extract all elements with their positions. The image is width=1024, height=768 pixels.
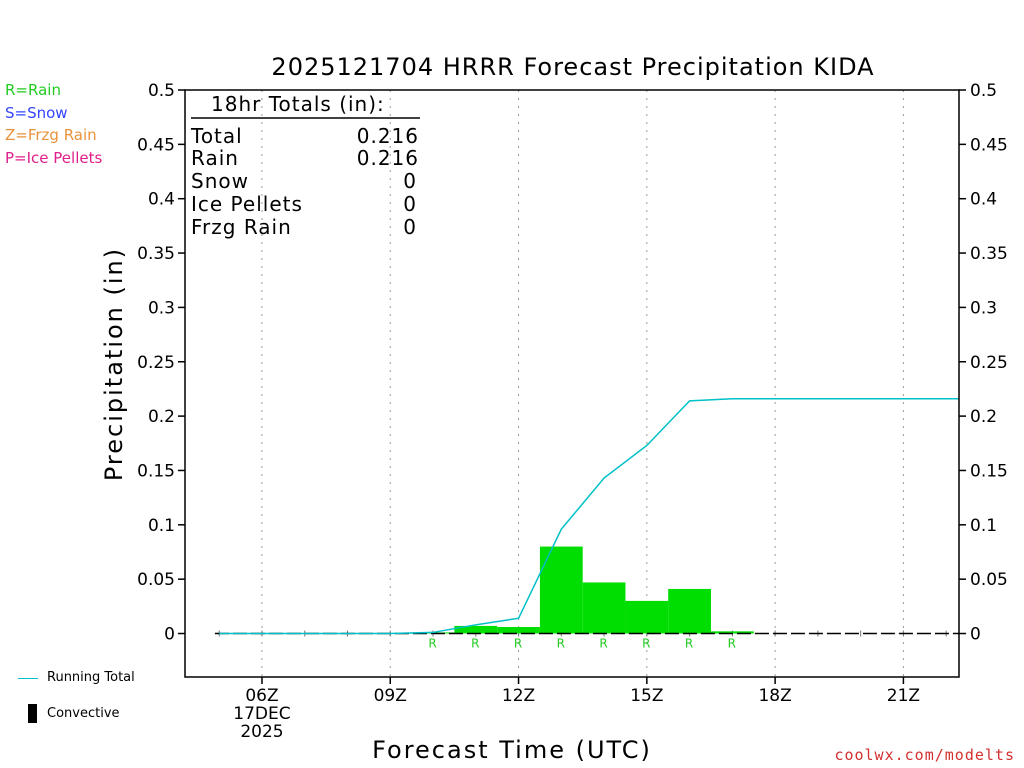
legend-running-total-line bbox=[18, 678, 38, 679]
y-tick-label-right: 0 bbox=[970, 625, 981, 645]
y-tick-label-right: 0.45 bbox=[970, 135, 1008, 155]
totals-label-rain: Rain bbox=[191, 146, 239, 170]
bars-group bbox=[214, 546, 959, 635]
precip-type-mark: R bbox=[685, 637, 693, 651]
y-tick-label-left: 0.2 bbox=[148, 407, 175, 427]
totals-label-frzg-rain: Frzg Rain bbox=[191, 215, 292, 239]
y-tick-label-left: 0.05 bbox=[137, 570, 175, 590]
bar-17z bbox=[710, 631, 754, 634]
totals-value-ice-pellets: 0 bbox=[403, 192, 417, 216]
y-tick-label-left: 0 bbox=[164, 625, 175, 645]
x-tick-label-15Z: 15Z bbox=[630, 686, 663, 706]
totals-header: 18hr Totals (in): bbox=[211, 92, 385, 116]
running-total-group bbox=[219, 397, 959, 635]
totals-value-rain: 0.216 bbox=[357, 146, 419, 170]
y-tick-label-left: 0.3 bbox=[148, 298, 175, 318]
y-tick-label-right: 0.25 bbox=[970, 353, 1008, 373]
totals-label-ice-pellets: Ice Pellets bbox=[191, 192, 303, 216]
y-tick-label-left: 0.25 bbox=[137, 353, 175, 373]
y-tick-label-right: 0.15 bbox=[970, 461, 1008, 481]
totals-label-total: Total bbox=[190, 124, 243, 148]
credit: coolwx.com/modelts bbox=[834, 746, 1015, 764]
legend-ice-pellets: P=Ice Pellets bbox=[5, 149, 103, 167]
y-axis: 0 00.05 0.050.1 0.10.15 0.150.2 0.20.25 0.250.… bbox=[137, 81, 1008, 645]
totals-value-snow: 0 bbox=[403, 169, 417, 193]
totals-value-total: 0.216 bbox=[357, 124, 419, 148]
totals-value-frzg-rain: 0 bbox=[403, 215, 417, 239]
running-total-line bbox=[219, 397, 959, 635]
legend-rain: R=Rain bbox=[5, 81, 61, 99]
legend-convective-swatch bbox=[28, 704, 37, 723]
y-tick-label-left: 0.45 bbox=[137, 135, 175, 155]
x-tick-date-label: 2025 bbox=[240, 722, 283, 742]
y-axis-label: Precipitation (in) bbox=[100, 247, 128, 481]
y-tick-label-left: 0.5 bbox=[148, 81, 175, 101]
y-tick-label-right: 0.35 bbox=[970, 244, 1008, 264]
x-tick-label-09Z: 09Z bbox=[374, 686, 407, 706]
y-tick-label-right: 0.3 bbox=[970, 298, 997, 318]
bar-12z bbox=[497, 626, 540, 634]
precip-type-mark: R bbox=[471, 637, 479, 651]
bar-14z bbox=[582, 582, 626, 634]
precip-type-mark: R bbox=[428, 637, 436, 651]
bar-15z bbox=[625, 600, 669, 634]
bar-13z bbox=[539, 546, 583, 634]
precip-type-mark: R bbox=[728, 637, 736, 651]
y-tick-label-left: 0.1 bbox=[148, 516, 175, 536]
plot-frame bbox=[184, 89, 960, 678]
chart-title: 2025121704 HRRR Forecast Precipitation K… bbox=[271, 53, 874, 81]
y-tick-label-right: 0.2 bbox=[970, 407, 997, 427]
totals-box: 18hr Totals (in): Total 0.216 Rain 0.216… bbox=[190, 92, 420, 239]
x-axis-label: Forecast Time (UTC) bbox=[372, 736, 652, 764]
precip-type-mark: R bbox=[642, 637, 650, 651]
x-tick-label-21Z: 21Z bbox=[887, 686, 920, 706]
legend-snow: S=Snow bbox=[5, 104, 68, 122]
y-tick-label-right: 0.1 bbox=[970, 516, 997, 536]
x-tick-label-18Z: 18Z bbox=[758, 686, 791, 706]
legend-frzg-rain: Z=Frzg Rain bbox=[5, 126, 97, 144]
x-tick-label-12Z: 12Z bbox=[502, 686, 535, 706]
y-tick-label-left: 0.35 bbox=[137, 244, 175, 264]
bar-16z bbox=[668, 588, 711, 634]
y-tick-label-right: 0.4 bbox=[970, 190, 997, 210]
legend-convective: Convective bbox=[47, 706, 120, 721]
x-tick-date-label: 17DEC bbox=[233, 704, 290, 724]
precip-type-mark: R bbox=[514, 637, 522, 651]
legend-running-total: Running Total bbox=[47, 670, 135, 685]
precip-type-mark: R bbox=[599, 637, 607, 651]
totals-label-snow: Snow bbox=[191, 169, 249, 193]
y-tick-label-right: 0.5 bbox=[970, 81, 997, 101]
y-tick-label-left: 0.4 bbox=[148, 190, 175, 210]
y-tick-label-right: 0.05 bbox=[970, 570, 1008, 590]
x-tick-label-06Z: 06Z bbox=[245, 686, 278, 706]
bar-11z bbox=[454, 625, 498, 634]
precip-type-mark: R bbox=[557, 637, 565, 651]
y-tick-label-left: 0.15 bbox=[137, 461, 175, 481]
